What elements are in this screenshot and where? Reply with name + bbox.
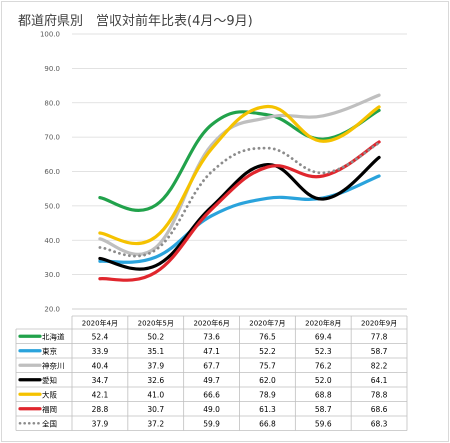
legend-label-1: 東京 bbox=[42, 346, 57, 356]
y-tick-label: 20.0 bbox=[44, 306, 60, 314]
data-label: 49.0 bbox=[203, 405, 220, 414]
series-line-6 bbox=[98, 141, 381, 258]
series-line-3 bbox=[98, 155, 381, 271]
x-tick-label: 2020年6月 bbox=[193, 319, 229, 328]
data-label: 73.6 bbox=[203, 332, 220, 341]
data-label: 47.1 bbox=[203, 347, 220, 356]
data-label: 34.7 bbox=[92, 376, 109, 385]
legend-label-3: 愛知 bbox=[42, 375, 57, 385]
data-label: 78.9 bbox=[259, 390, 276, 399]
data-label: 59.9 bbox=[203, 419, 220, 428]
data-label: 50.2 bbox=[147, 332, 164, 341]
data-label: 35.1 bbox=[147, 347, 164, 356]
series-line-0 bbox=[98, 108, 381, 212]
x-tick-label: 2020年9月 bbox=[361, 319, 397, 328]
y-tick-label: 30.0 bbox=[44, 271, 60, 279]
data-label: 32.6 bbox=[147, 376, 164, 385]
series-line-4 bbox=[98, 104, 381, 246]
data-label: 66.6 bbox=[203, 390, 220, 399]
y-tick-label: 60.0 bbox=[44, 168, 60, 176]
data-label: 33.9 bbox=[92, 347, 109, 356]
data-label: 37.9 bbox=[147, 361, 164, 370]
x-tick-label: 2020年5月 bbox=[138, 319, 174, 328]
data-label: 68.6 bbox=[371, 405, 388, 414]
data-label: 58.7 bbox=[371, 347, 388, 356]
legend-label-0: 北海道 bbox=[42, 331, 65, 341]
data-label: 61.3 bbox=[259, 405, 276, 414]
data-label: 30.7 bbox=[147, 405, 164, 414]
data-label: 37.9 bbox=[92, 419, 109, 428]
chart-title: 都道府県別 営収対前年比表(4月～9月) bbox=[18, 14, 253, 29]
data-label: 64.1 bbox=[371, 376, 388, 385]
y-tick-label: 70.0 bbox=[44, 134, 60, 142]
data-label: 52.3 bbox=[315, 347, 332, 356]
x-tick-label: 2020年8月 bbox=[305, 319, 341, 328]
data-label: 78.8 bbox=[371, 390, 388, 399]
data-label: 66.8 bbox=[259, 419, 276, 428]
data-label: 67.7 bbox=[203, 361, 220, 370]
series-line-5 bbox=[98, 140, 381, 282]
x-tick-label: 2020年4月 bbox=[82, 319, 118, 328]
data-label: 68.3 bbox=[371, 419, 388, 428]
data-label: 59.6 bbox=[315, 419, 332, 428]
data-label: 58.7 bbox=[315, 405, 332, 414]
legend-label-2: 神奈川 bbox=[42, 360, 65, 370]
data-label: 69.4 bbox=[315, 332, 332, 341]
data-label: 76.2 bbox=[315, 361, 332, 370]
y-tick-label: 80.0 bbox=[44, 99, 60, 107]
y-tick-label: 90.0 bbox=[44, 65, 60, 73]
data-label: 52.2 bbox=[259, 347, 276, 356]
data-label: 28.8 bbox=[92, 405, 109, 414]
data-label: 75.7 bbox=[259, 361, 276, 370]
y-tick-label: 100.0 bbox=[40, 31, 60, 39]
legend-label-6: 全国 bbox=[42, 418, 57, 428]
data-label: 40.4 bbox=[92, 361, 109, 370]
data-label: 82.2 bbox=[371, 361, 388, 370]
data-label: 52.4 bbox=[92, 332, 109, 341]
data-label: 62.0 bbox=[259, 376, 276, 385]
data-label: 37.2 bbox=[147, 419, 164, 428]
data-label: 76.5 bbox=[259, 332, 276, 341]
y-tick-label: 40.0 bbox=[44, 237, 60, 245]
data-label: 41.0 bbox=[147, 390, 164, 399]
data-label: 77.8 bbox=[371, 332, 388, 341]
data-label: 52.0 bbox=[315, 376, 332, 385]
legend-label-5: 福岡 bbox=[42, 405, 57, 414]
data-label: 49.7 bbox=[203, 376, 220, 385]
series-line-1 bbox=[98, 174, 381, 264]
legend-label-4: 大阪 bbox=[42, 389, 57, 399]
data-label: 42.1 bbox=[92, 390, 109, 399]
x-tick-label: 2020年7月 bbox=[249, 319, 285, 328]
y-tick-label: 50.0 bbox=[44, 202, 60, 210]
data-label: 68.8 bbox=[315, 390, 332, 399]
